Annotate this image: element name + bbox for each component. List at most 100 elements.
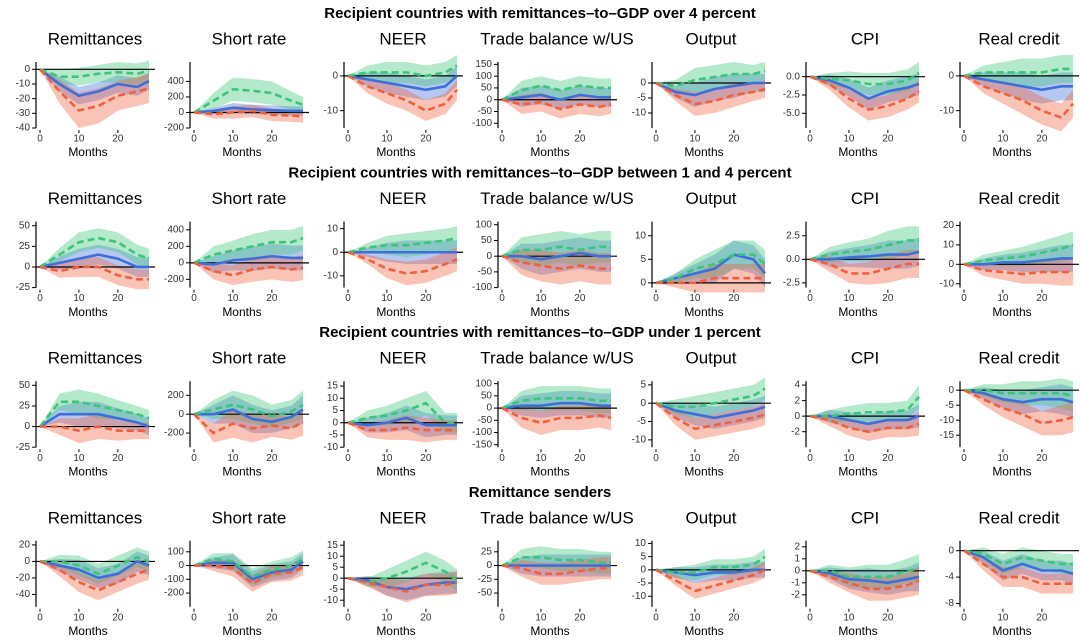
y-tick-label: 0.0 (786, 71, 800, 82)
chart-title: CPI (851, 508, 879, 527)
y-tick-label: 0 (24, 556, 30, 567)
x-tick-label: 0 (807, 134, 813, 145)
confidence-band (656, 561, 765, 599)
x-tick-label: 10 (73, 453, 85, 464)
x-tick-label: 20 (728, 453, 740, 464)
x-axis-label: Months (992, 464, 1031, 478)
series-line (655, 253, 767, 285)
y-tick-label: 20 (19, 540, 31, 551)
chart-title: Output (685, 508, 736, 527)
y-tick-label: -5 (637, 416, 646, 427)
series-line (38, 400, 150, 428)
series-line (347, 421, 457, 432)
x-tick-label: 20 (112, 453, 124, 464)
x-axis-label: Months (68, 305, 107, 319)
y-tick-label: 2 (794, 395, 800, 406)
chart-title: NEER (379, 29, 426, 48)
series-line (347, 236, 458, 254)
y-tick-label: 25 (19, 241, 31, 252)
series-line (193, 106, 303, 114)
x-tick-label: 20 (728, 134, 740, 145)
y-tick-label: -2.5 (783, 90, 801, 101)
y-tick-label: 20 (943, 220, 955, 231)
y-tick-label: 150 (475, 59, 492, 70)
series-line (963, 74, 1074, 120)
y-tick-label: -10 (940, 415, 955, 426)
x-tick-label: 10 (689, 453, 701, 464)
y-tick-label: -100 (472, 118, 492, 129)
x-axis-label: Months (530, 464, 569, 478)
x-tick-label: 10 (997, 612, 1009, 623)
x-axis-label: Months (530, 305, 569, 319)
chart-title: NEER (379, 189, 426, 208)
chart-title: Remittances (48, 508, 142, 527)
y-tick-label: -10 (324, 595, 339, 606)
series-line (809, 414, 920, 433)
series-line (809, 75, 920, 101)
x-axis-label: Months (992, 145, 1031, 159)
confidence-band (40, 551, 149, 588)
y-tick-label: 100 (475, 219, 492, 230)
y-tick-label: 2.5 (786, 230, 800, 241)
x-tick-label: 0 (961, 453, 967, 464)
x-tick-label: 20 (1036, 453, 1048, 464)
y-tick-label: 0 (332, 417, 338, 428)
series-line (963, 67, 1073, 78)
chart-title: Remittances (48, 29, 142, 48)
x-tick-label: 20 (420, 453, 432, 464)
x-axis-label: Months (68, 145, 107, 159)
confidence-band (810, 249, 919, 285)
x-tick-label: 0 (345, 612, 351, 623)
y-tick-label: -10 (632, 591, 647, 602)
series-line (501, 98, 612, 111)
series-line (347, 251, 458, 275)
chart-title: Short rate (212, 508, 287, 527)
x-axis-label: Months (992, 624, 1031, 638)
chart-title: Real credit (978, 29, 1060, 48)
x-tick-label: 10 (535, 453, 547, 464)
series-line (963, 389, 1074, 425)
y-tick-label: -200 (164, 428, 184, 439)
y-tick-label: 200 (167, 92, 184, 103)
y-tick-label: 5 (640, 551, 646, 562)
series-line (40, 555, 150, 576)
x-tick-label: 0 (653, 134, 659, 145)
y-tick-label: 0 (24, 64, 30, 75)
x-tick-label: 20 (266, 612, 278, 623)
series-line (655, 387, 766, 409)
y-tick-label: 10 (635, 538, 647, 549)
series-line (809, 71, 920, 86)
y-tick-label: 0 (486, 94, 492, 105)
series-line (655, 568, 766, 593)
y-tick-label: 1 (794, 553, 800, 564)
y-tick-label: 2 (794, 541, 800, 552)
series-line (39, 253, 149, 269)
x-tick-label: 20 (266, 453, 278, 464)
x-tick-label: 20 (574, 612, 586, 623)
y-tick-label: 0 (178, 409, 184, 420)
x-tick-label: 10 (381, 612, 393, 623)
x-axis-label: Months (222, 305, 261, 319)
x-axis-label: Months (992, 305, 1031, 319)
series-line (501, 556, 611, 567)
x-tick-label: 20 (574, 453, 586, 464)
y-tick-label: -5 (329, 584, 338, 595)
x-tick-label: 20 (1036, 293, 1048, 304)
x-tick-label: 20 (420, 612, 432, 623)
series-line (655, 401, 766, 420)
y-tick-label: 0 (640, 278, 646, 289)
y-tick-label: -25 (478, 574, 493, 585)
x-tick-label: 20 (882, 453, 894, 464)
y-tick-label: 400 (167, 224, 184, 235)
y-tick-label: -10 (16, 79, 31, 90)
y-tick-label: 15 (327, 540, 339, 551)
series-line (39, 68, 150, 98)
series-line (193, 261, 304, 277)
y-tick-label: 0 (24, 262, 30, 273)
y-tick-label: 5 (640, 380, 646, 391)
y-tick-label: 0 (178, 257, 184, 268)
series-line (655, 81, 765, 97)
series-line (963, 549, 1073, 585)
confidence-band (964, 547, 1073, 574)
y-tick-label: -10 (324, 270, 339, 281)
